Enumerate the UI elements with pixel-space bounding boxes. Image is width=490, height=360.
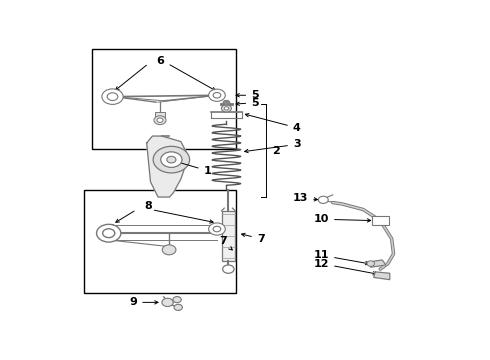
Circle shape bbox=[224, 107, 229, 110]
Circle shape bbox=[154, 116, 166, 125]
Circle shape bbox=[209, 223, 225, 235]
Circle shape bbox=[102, 229, 115, 238]
Text: 6: 6 bbox=[156, 56, 164, 66]
Circle shape bbox=[153, 146, 190, 173]
Text: 2: 2 bbox=[272, 145, 280, 156]
Bar bbox=[84, 190, 236, 293]
Circle shape bbox=[222, 265, 234, 273]
Circle shape bbox=[157, 118, 163, 122]
Bar bbox=[155, 112, 165, 117]
Circle shape bbox=[173, 297, 181, 303]
Circle shape bbox=[221, 105, 231, 112]
Circle shape bbox=[167, 156, 176, 163]
Text: 4: 4 bbox=[245, 113, 301, 133]
Text: 1: 1 bbox=[173, 160, 211, 176]
Circle shape bbox=[213, 226, 221, 232]
Polygon shape bbox=[374, 272, 390, 280]
Text: 10: 10 bbox=[314, 214, 370, 224]
Polygon shape bbox=[147, 136, 187, 197]
Bar bbox=[92, 49, 236, 149]
Text: 9: 9 bbox=[129, 297, 158, 307]
Text: 7: 7 bbox=[242, 233, 265, 244]
Circle shape bbox=[174, 304, 182, 310]
Text: 5: 5 bbox=[236, 90, 259, 100]
Text: 7: 7 bbox=[219, 237, 232, 250]
Circle shape bbox=[223, 100, 230, 105]
Circle shape bbox=[97, 224, 121, 242]
Bar bbox=[372, 216, 389, 225]
Circle shape bbox=[213, 93, 221, 98]
Text: 12: 12 bbox=[314, 258, 376, 275]
Circle shape bbox=[162, 245, 176, 255]
Circle shape bbox=[161, 152, 182, 167]
Text: 5: 5 bbox=[236, 98, 259, 108]
Text: 13: 13 bbox=[293, 193, 318, 203]
Circle shape bbox=[107, 93, 118, 100]
Polygon shape bbox=[368, 260, 386, 267]
Circle shape bbox=[162, 298, 173, 307]
Circle shape bbox=[209, 89, 225, 102]
Circle shape bbox=[367, 261, 374, 266]
Bar bbox=[221, 211, 235, 261]
Text: 8: 8 bbox=[144, 201, 152, 211]
Text: 3: 3 bbox=[245, 139, 300, 153]
Text: 11: 11 bbox=[314, 250, 369, 265]
Circle shape bbox=[318, 196, 328, 203]
Circle shape bbox=[102, 89, 123, 104]
